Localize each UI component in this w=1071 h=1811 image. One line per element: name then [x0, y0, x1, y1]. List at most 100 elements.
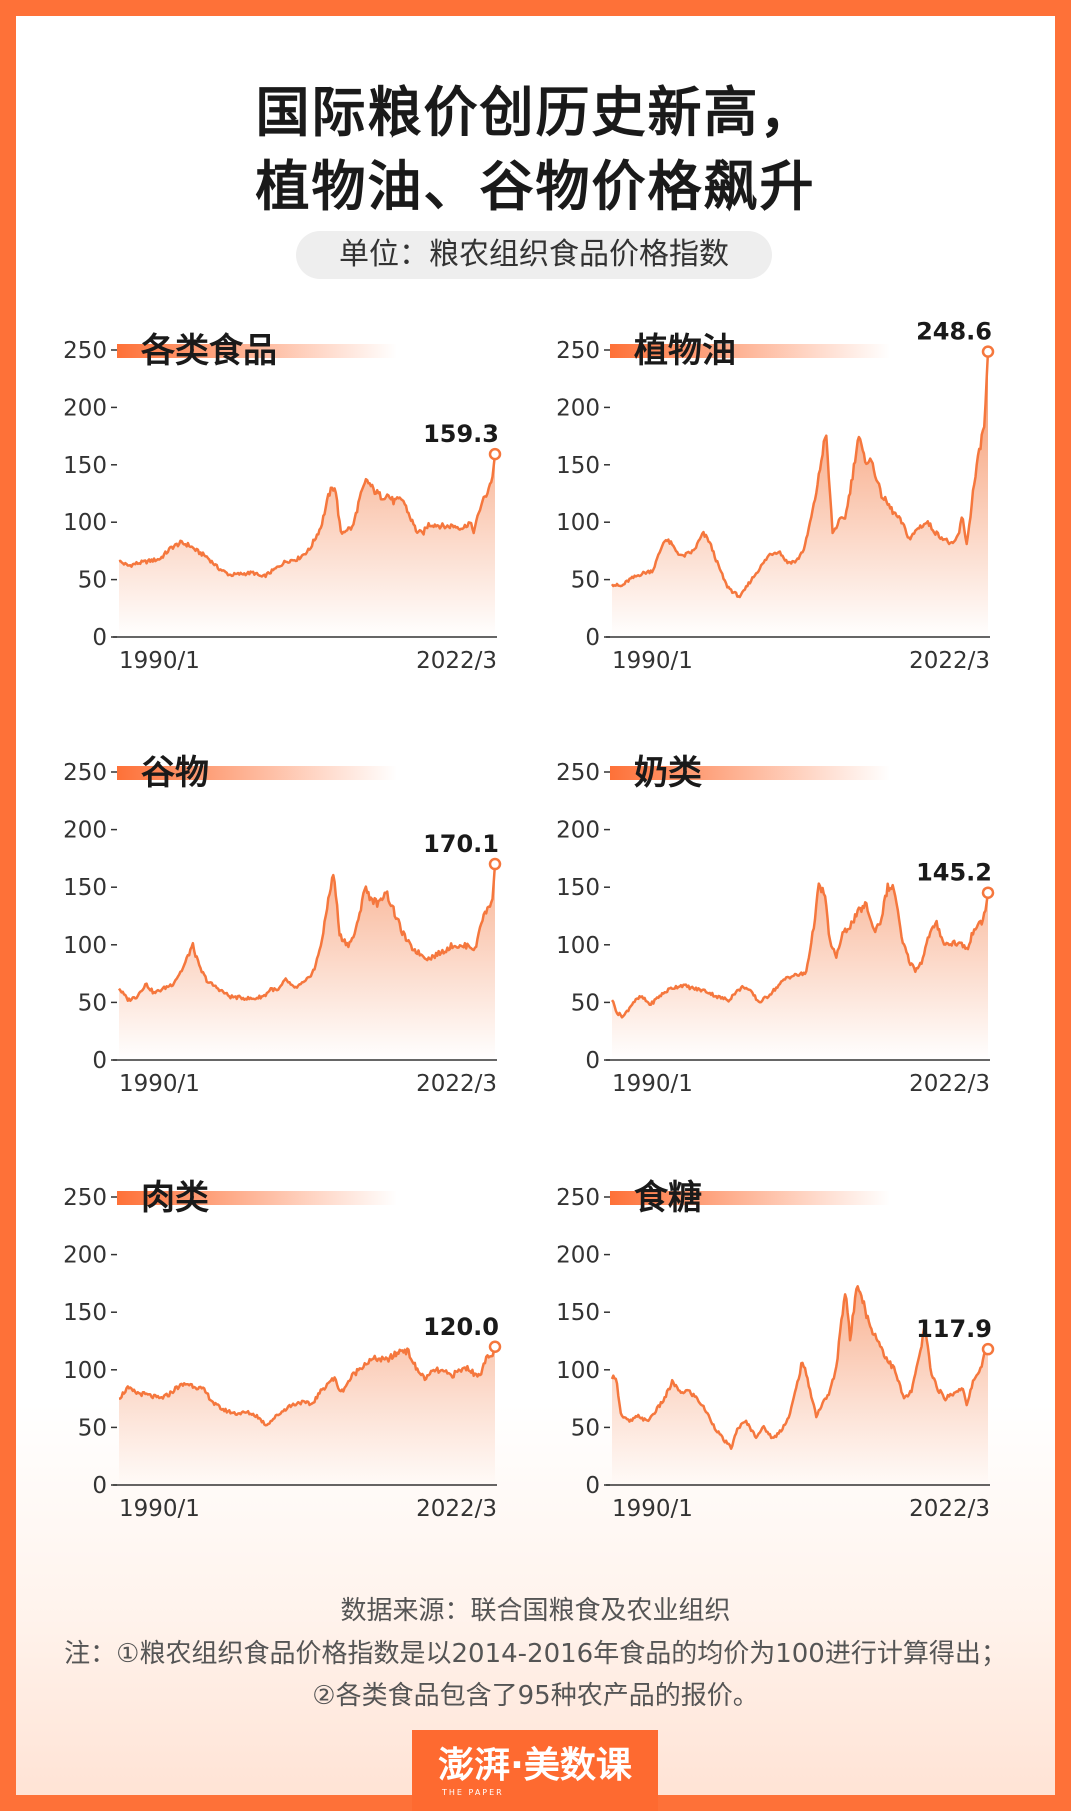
- y-tick-label: 150: [556, 453, 600, 479]
- y-tick-label: 250: [63, 760, 107, 786]
- series-line: [610, 351, 990, 599]
- series-area: [612, 351, 988, 637]
- y-tick-label: 50: [571, 1415, 600, 1441]
- last-value-label: 170.1: [423, 830, 499, 858]
- x-start-label: 1990/1: [612, 648, 693, 674]
- y-tick-label: 50: [571, 990, 600, 1016]
- y-tick-label: 100: [556, 933, 600, 959]
- chart-title-bar: [610, 1191, 890, 1205]
- y-tick-label: 0: [585, 1048, 600, 1074]
- chart-title: 奶类: [634, 753, 702, 793]
- chart-6: 食糖 0 50 100 150 200 250 117.9 1990/1 2022/3: [556, 1178, 995, 1522]
- y-tick-label: 0: [585, 1473, 600, 1499]
- chart-title-bar: [610, 766, 890, 780]
- y-tick-label: 200: [556, 818, 600, 844]
- last-point-marker: [488, 857, 502, 871]
- series-area: [612, 883, 988, 1060]
- series-area: [612, 1286, 988, 1485]
- chart-4: 奶类 0 50 100 150 200 250 145.2 1990/1 2022/3: [556, 753, 995, 1097]
- series-line: [117, 863, 497, 1003]
- y-tick-label: 250: [63, 338, 107, 364]
- y-tick-label: 250: [63, 1185, 107, 1211]
- y-tick-label: 100: [63, 1358, 107, 1384]
- chart-title: 肉类: [141, 1178, 209, 1218]
- brand-logo: 澎湃·美数课 THE PAPER: [412, 1730, 658, 1811]
- y-tick-label: 100: [63, 510, 107, 536]
- last-point-marker: [981, 345, 995, 358]
- brand-logo-sub: THE PAPER: [442, 1788, 504, 1797]
- y-tick-label: 150: [556, 875, 600, 901]
- x-start-label: 1990/1: [612, 1496, 693, 1522]
- y-tick-label: 150: [63, 875, 107, 901]
- y-tick-label: 150: [556, 1300, 600, 1326]
- x-end-label: 2022/3: [909, 648, 990, 674]
- x-start-label: 1990/1: [119, 1071, 200, 1097]
- x-start-label: 1990/1: [119, 648, 200, 674]
- chart-title-bar: [117, 1191, 397, 1205]
- y-tick-label: 50: [571, 568, 600, 594]
- x-end-label: 2022/3: [909, 1071, 990, 1097]
- chart-title: 植物油: [634, 331, 736, 371]
- y-tick-label: 200: [556, 1243, 600, 1269]
- y-tick-label: 250: [556, 338, 600, 364]
- y-tick-label: 250: [556, 760, 600, 786]
- y-tick-label: 200: [63, 1243, 107, 1269]
- chart-1: 各类食品 0 50 100 150 200 250 159.3 1990/1 2022/3: [63, 331, 502, 674]
- last-value-label: 248.6: [916, 318, 992, 346]
- title-line-1: 国际粮价创历史新高，: [255, 81, 816, 144]
- last-point-marker: [488, 447, 502, 461]
- series-area: [119, 864, 495, 1060]
- x-end-label: 2022/3: [416, 1496, 497, 1522]
- last-point-marker: [981, 886, 995, 899]
- x-start-label: 1990/1: [612, 1071, 693, 1097]
- y-tick-label: 150: [63, 453, 107, 479]
- y-tick-label: 0: [92, 625, 107, 651]
- series-line: [118, 453, 497, 579]
- y-tick-label: 50: [78, 1415, 107, 1441]
- chart-title: 食糖: [634, 1178, 702, 1218]
- y-tick-label: 0: [585, 625, 600, 651]
- chart-title-bar: [117, 766, 397, 780]
- series-area: [119, 1346, 495, 1485]
- y-tick-label: 250: [556, 1185, 600, 1211]
- y-tick-label: 100: [556, 510, 600, 536]
- x-end-label: 2022/3: [416, 1071, 497, 1097]
- series-line: [118, 1346, 497, 1427]
- last-value-label: 120.0: [423, 1313, 499, 1341]
- y-tick-label: 0: [92, 1048, 107, 1074]
- y-tick-label: 50: [78, 990, 107, 1016]
- chart-title-bar: [117, 344, 397, 358]
- y-tick-label: 150: [63, 1300, 107, 1326]
- chart-3: 谷物 0 50 100 150 200 250 170.1 1990/1 2022/3: [63, 753, 502, 1097]
- chart-title: 各类食品: [141, 331, 277, 371]
- y-tick-label: 200: [63, 818, 107, 844]
- last-value-label: 117.9: [916, 1315, 992, 1343]
- x-end-label: 2022/3: [416, 648, 497, 674]
- last-value-label: 145.2: [916, 859, 992, 887]
- series-line: [610, 882, 990, 1019]
- chart-title-bar: [610, 344, 890, 358]
- last-point-marker: [488, 1340, 502, 1354]
- data-source: 数据来源：联合国粮食及农业组织: [340, 1596, 731, 1626]
- chart-2: 植物油 0 50 100 150 200 250 248.6 1990/1 2022/3: [556, 318, 995, 674]
- y-tick-label: 200: [63, 395, 107, 421]
- y-tick-label: 100: [556, 1358, 600, 1384]
- y-tick-label: 50: [78, 568, 107, 594]
- x-start-label: 1990/1: [119, 1496, 200, 1522]
- chart-5: 肉类 0 50 100 150 200 250 120.0 1990/1 2022/3: [63, 1178, 502, 1522]
- x-end-label: 2022/3: [909, 1496, 990, 1522]
- y-tick-label: 0: [92, 1473, 107, 1499]
- last-point-marker: [981, 1342, 995, 1356]
- footnote-2: ②各类食品包含了95种农产品的报价。: [312, 1681, 759, 1711]
- y-tick-label: 100: [63, 933, 107, 959]
- series-line: [610, 1285, 990, 1450]
- footnote-1: 注：①粮农组织食品价格指数是以2014-2016年食品的均价为100进行计算得出…: [64, 1639, 1007, 1669]
- last-value-label: 159.3: [423, 420, 499, 448]
- title-line-2: 植物油、谷物价格飙升: [255, 155, 816, 218]
- y-tick-label: 200: [556, 395, 600, 421]
- content-frame: [16, 16, 1055, 1795]
- unit-label: 单位：粮农组织食品价格指数: [296, 231, 772, 279]
- brand-logo-text: 澎湃·美数课: [438, 1745, 632, 1786]
- chart-title: 谷物: [141, 753, 209, 793]
